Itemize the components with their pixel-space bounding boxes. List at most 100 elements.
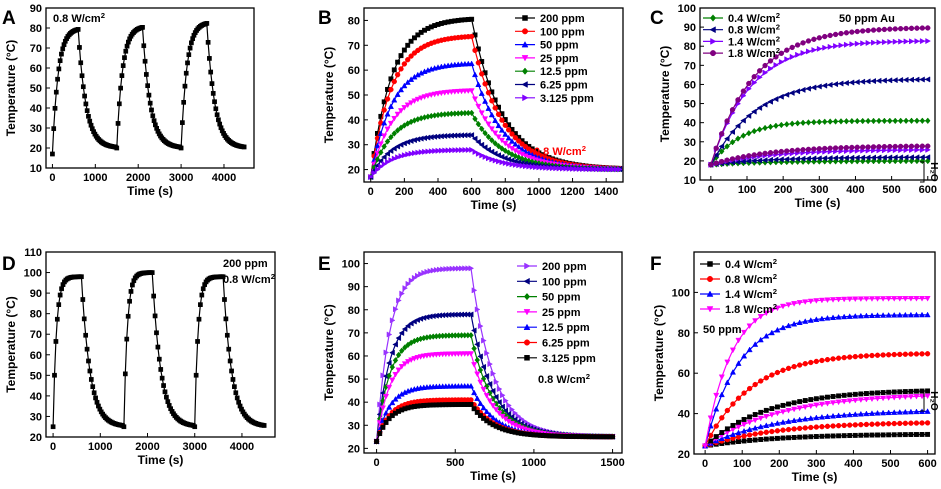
data-point xyxy=(891,395,898,401)
x-tick-label: 0 xyxy=(368,186,374,198)
data-point xyxy=(779,324,787,331)
data-point xyxy=(398,364,405,370)
data-point xyxy=(836,393,842,399)
data-point xyxy=(449,265,456,272)
panel-label: F xyxy=(650,254,662,275)
data-point xyxy=(789,89,795,96)
y-tick-label: 40 xyxy=(30,103,42,115)
data-point xyxy=(377,141,384,148)
data-point xyxy=(156,356,162,362)
data-point xyxy=(207,56,212,61)
data-point xyxy=(800,49,807,57)
data-point xyxy=(774,326,781,333)
data-point xyxy=(799,86,806,93)
data-point xyxy=(477,413,483,419)
x-tick-label: 0 xyxy=(50,441,56,453)
data-point xyxy=(785,365,792,372)
data-point xyxy=(902,420,909,426)
data-point xyxy=(909,38,915,45)
x-tick-label: 600 xyxy=(462,186,480,198)
data-point xyxy=(729,138,736,146)
data-point xyxy=(813,434,819,439)
plot-frame xyxy=(363,251,623,454)
data-point xyxy=(868,396,876,403)
data-point xyxy=(802,398,808,404)
data-point xyxy=(914,388,919,394)
x-tick-label: 300 xyxy=(810,184,828,196)
data-point xyxy=(891,296,898,302)
x-axis-label: Time (s) xyxy=(127,184,173,198)
data-point xyxy=(758,437,764,442)
data-point xyxy=(774,428,781,434)
x-tick-label: 3000 xyxy=(182,441,206,453)
data-point xyxy=(774,404,780,410)
legend-marker xyxy=(521,81,528,88)
y-tick-label: 40 xyxy=(678,409,690,421)
data-point xyxy=(846,398,853,405)
data-point xyxy=(84,108,90,113)
data-point xyxy=(881,77,887,84)
panel-f: 0 100 200 300 400 500 600 20 40 60 80 100 Time (s) Te… xyxy=(650,251,939,484)
data-point xyxy=(841,399,848,405)
data-point xyxy=(607,166,613,173)
data-point xyxy=(434,91,442,97)
data-point xyxy=(86,113,91,119)
series-0 xyxy=(50,21,247,157)
data-point xyxy=(794,147,801,153)
data-point xyxy=(813,298,820,304)
data-point xyxy=(796,300,803,306)
data-point xyxy=(462,146,469,154)
data-point xyxy=(468,33,475,40)
data-point xyxy=(713,423,719,429)
data-point xyxy=(860,40,866,47)
data-point xyxy=(90,384,96,389)
data-point xyxy=(178,145,184,151)
data-point xyxy=(87,118,93,124)
data-point xyxy=(843,30,850,36)
data-point xyxy=(824,413,831,419)
y-axis-label: Temperature (°C) xyxy=(4,296,18,393)
data-point xyxy=(810,155,817,162)
data-point xyxy=(903,157,909,165)
data-point xyxy=(924,351,931,357)
data-point xyxy=(835,355,842,361)
data-point xyxy=(830,433,836,439)
data-point xyxy=(610,434,616,440)
y-tick-label: 90 xyxy=(30,3,42,15)
data-point xyxy=(767,150,774,156)
annotation: 0.8 W/cm2 xyxy=(538,372,590,386)
data-point xyxy=(452,147,458,154)
data-point xyxy=(512,161,519,168)
plot-area xyxy=(373,265,616,445)
y-tick-label: 50 xyxy=(348,374,360,386)
data-point xyxy=(490,395,496,402)
data-point xyxy=(713,145,719,151)
data-point xyxy=(430,267,437,274)
data-point xyxy=(408,53,414,59)
legend-label: 200 ppm xyxy=(542,261,587,273)
x-axis-label: Time (s) xyxy=(138,453,184,467)
y-tick-label: 40 xyxy=(684,118,696,130)
data-point xyxy=(841,392,847,398)
data-point xyxy=(919,76,925,83)
data-point xyxy=(381,119,388,126)
data-point xyxy=(852,391,858,397)
series-0 xyxy=(708,117,931,168)
data-point xyxy=(740,154,747,160)
data-point xyxy=(411,98,418,105)
data-point xyxy=(391,96,398,103)
data-point xyxy=(391,145,397,152)
series-6 xyxy=(368,146,623,181)
data-point xyxy=(459,146,465,154)
data-point xyxy=(499,159,506,166)
data-point xyxy=(821,155,828,162)
data-point xyxy=(897,420,903,427)
data-point xyxy=(515,143,522,150)
data-point xyxy=(205,40,211,45)
data-point xyxy=(892,26,898,32)
x-tick-label: 200 xyxy=(770,458,788,470)
data-point xyxy=(475,120,482,128)
data-point xyxy=(752,412,758,417)
data-point xyxy=(708,438,714,444)
data-point xyxy=(829,297,837,303)
